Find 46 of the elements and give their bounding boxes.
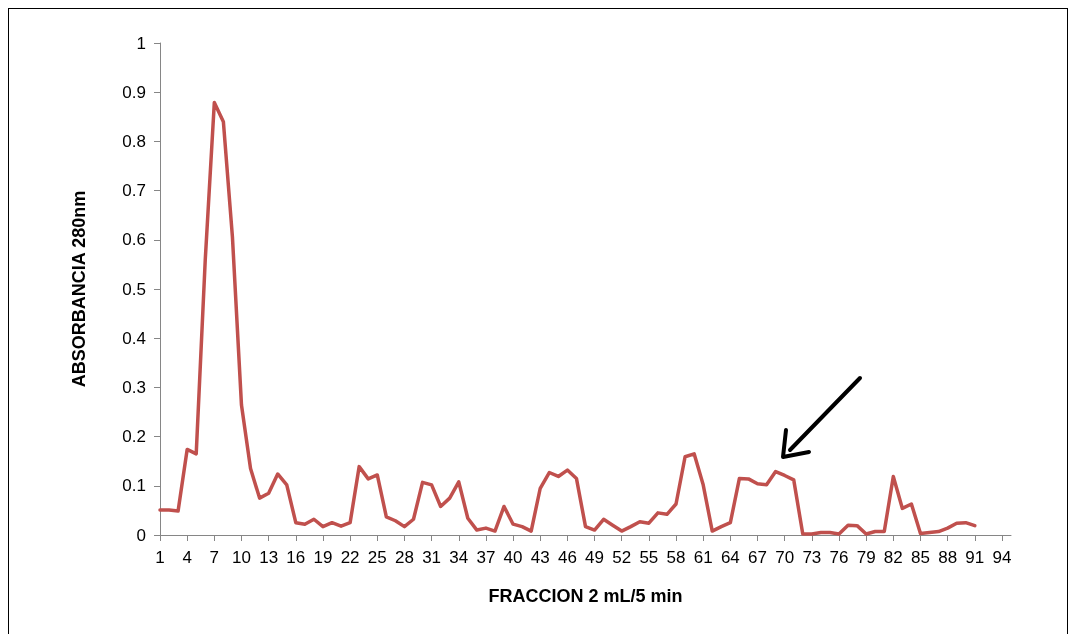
x-tick-label: 58 xyxy=(666,548,686,567)
x-tick-label: 37 xyxy=(476,548,496,567)
x-tick-label: 67 xyxy=(748,548,767,567)
x-tick-label: 34 xyxy=(449,548,469,567)
x-tick-label: 91 xyxy=(965,548,985,567)
y-tick-label: 0.2 xyxy=(122,427,146,447)
x-tick-label: 40 xyxy=(503,548,523,567)
x-tick-label: 43 xyxy=(530,548,550,567)
x-tick-label: 31 xyxy=(422,548,442,567)
y-tick-label: 0.5 xyxy=(122,279,146,299)
x-tick-label: 1 xyxy=(155,548,165,567)
x-tick-label: 76 xyxy=(829,548,849,567)
x-tick-label: 94 xyxy=(992,548,1012,567)
y-tick-label: 0.3 xyxy=(122,377,146,397)
y-tick-label: 0.1 xyxy=(122,476,146,496)
x-tick-label: 10 xyxy=(232,548,251,567)
x-tick-label: 16 xyxy=(286,548,306,567)
x-tick-label: 13 xyxy=(259,548,279,567)
x-tick-label: 19 xyxy=(313,548,333,567)
y-tick-label: 1 xyxy=(136,33,146,53)
x-tick-label: 82 xyxy=(883,548,903,567)
x-tick-label: 28 xyxy=(394,548,414,567)
y-tick-label: 0.7 xyxy=(122,181,146,201)
y-tick-label: 0.8 xyxy=(122,131,146,151)
x-tick-label: 88 xyxy=(938,548,958,567)
x-tick-label: 46 xyxy=(557,548,577,567)
y-tick-label: 0.6 xyxy=(122,230,146,250)
x-tick-label: 25 xyxy=(367,548,387,567)
x-tick-label: 7 xyxy=(209,548,220,567)
x-tick-label: 55 xyxy=(639,548,659,567)
x-tick-label: 79 xyxy=(856,548,876,567)
x-tick-label: 70 xyxy=(775,548,795,567)
y-tick-label: 0 xyxy=(136,525,146,545)
x-tick-label: 64 xyxy=(720,548,740,567)
x-tick-label: 49 xyxy=(585,548,605,567)
x-tick-label: 85 xyxy=(911,548,930,567)
x-axis-title: FRACCION 2 mL/5 min xyxy=(488,586,683,606)
y-tick-label: 0.9 xyxy=(122,82,146,102)
x-tick-label: 73 xyxy=(802,548,822,567)
y-axis-title: ABSORBANCIA 280nm xyxy=(69,190,89,388)
x-tick-label: 22 xyxy=(340,548,360,567)
x-tick-label: 4 xyxy=(182,548,192,567)
y-tick-label: 0.4 xyxy=(122,328,146,348)
line-series xyxy=(158,100,977,536)
x-tick-label: 61 xyxy=(693,548,713,567)
x-tick-label: 52 xyxy=(612,548,632,567)
